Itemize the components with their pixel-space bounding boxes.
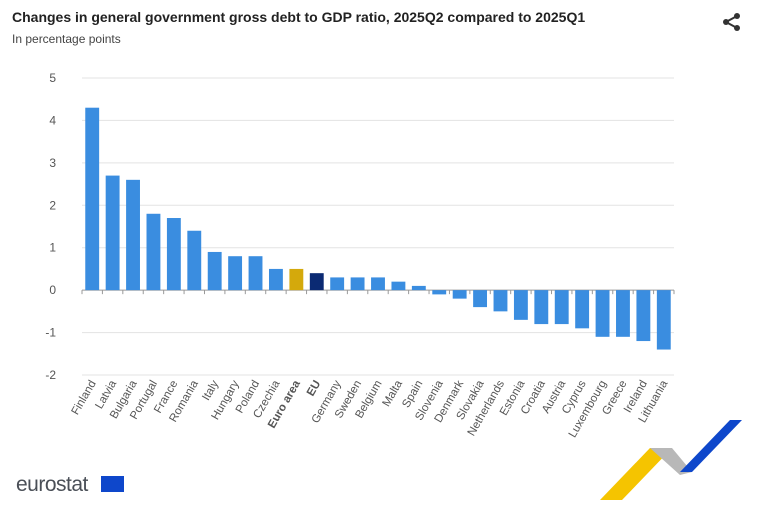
y-tick-label: 3 <box>49 156 56 170</box>
chart-subtitle: In percentage points <box>12 32 121 46</box>
y-tick-label: 4 <box>49 113 56 127</box>
share-icon[interactable] <box>722 12 742 37</box>
bar-finland[interactable] <box>85 107 100 291</box>
bar-germany[interactable] <box>330 277 345 291</box>
bar-bulgaria[interactable] <box>126 179 140 291</box>
bar-estonia[interactable] <box>513 290 528 320</box>
x-tick-label: EU <box>305 379 323 399</box>
bar-malta[interactable] <box>391 281 406 291</box>
bar-italy[interactable] <box>207 251 222 291</box>
bar-netherlands[interactable] <box>493 290 508 312</box>
y-tick-label: 5 <box>49 71 56 85</box>
bar-luxembourg[interactable] <box>595 290 610 337</box>
y-tick-label: 1 <box>49 241 56 255</box>
y-tick-label: -2 <box>45 368 56 382</box>
eurostat-logo: eurostat <box>16 473 88 496</box>
bar-lithuania[interactable] <box>656 290 671 350</box>
bar-sweden[interactable] <box>350 277 365 291</box>
bar-portugal[interactable] <box>146 213 161 291</box>
bar-cyprus[interactable] <box>575 290 590 329</box>
bar-slovenia[interactable] <box>432 290 447 295</box>
x-tick-label: Italy <box>200 378 221 402</box>
bar-slovakia[interactable] <box>473 290 488 308</box>
y-tick-label: 2 <box>49 198 56 212</box>
bar-poland[interactable] <box>248 256 263 291</box>
bar-hungary[interactable] <box>228 256 243 291</box>
bar-romania[interactable] <box>187 230 202 291</box>
bar-ireland[interactable] <box>636 290 651 342</box>
bar-greece[interactable] <box>616 290 630 337</box>
bar-austria[interactable] <box>554 290 569 325</box>
bar-spain[interactable] <box>411 285 426 291</box>
y-tick-label: 0 <box>49 283 56 297</box>
x-tick-label: Finland <box>70 379 99 418</box>
bar-belgium[interactable] <box>371 277 385 291</box>
y-tick-label: -1 <box>45 326 56 340</box>
bar-france[interactable] <box>166 218 181 291</box>
bar-croatia[interactable] <box>534 290 549 325</box>
bar-denmark[interactable] <box>452 290 467 299</box>
bar-euro-area[interactable] <box>289 268 304 291</box>
bar-czechia[interactable] <box>268 268 283 291</box>
bar-eu[interactable] <box>309 273 324 291</box>
decoration-ribbon <box>600 420 742 500</box>
bar-latvia[interactable] <box>105 175 120 291</box>
eu-flag-icon <box>101 476 124 492</box>
chart-title: Changes in general government gross debt… <box>12 9 586 25</box>
